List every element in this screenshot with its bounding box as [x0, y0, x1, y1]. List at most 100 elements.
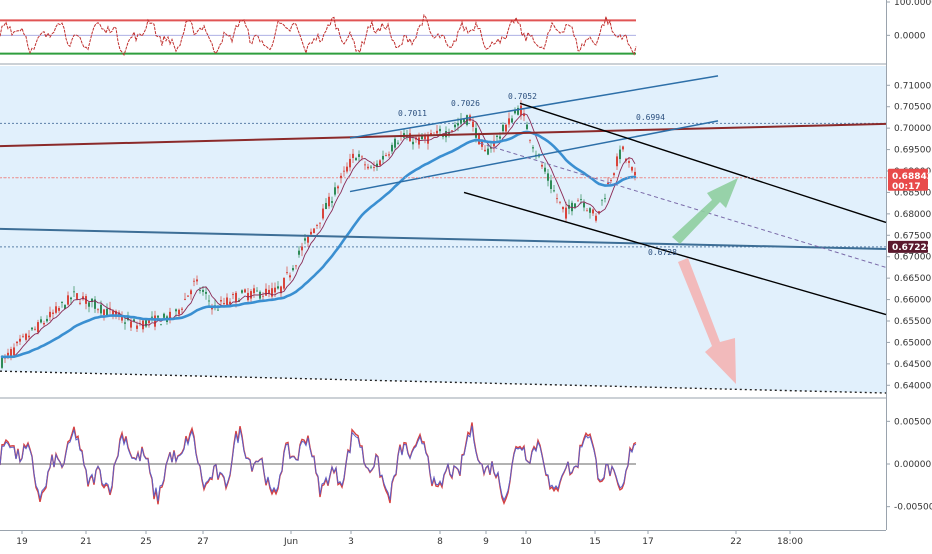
candle-body [67, 295, 69, 305]
candle-body [298, 250, 300, 255]
candle-body [148, 320, 150, 324]
bearish-arrow [678, 258, 736, 384]
candle-body [232, 294, 234, 296]
candle-body [514, 110, 516, 114]
candle-body [187, 295, 189, 297]
candle-body [256, 290, 258, 292]
price-annotation: 0.7011 [398, 109, 427, 118]
y-tick-label: 0.66000 [894, 296, 931, 306]
candle-body [559, 201, 561, 203]
candle-body [487, 148, 489, 155]
candle-body [196, 279, 198, 282]
candle-body [208, 300, 210, 302]
candle-body [70, 297, 72, 300]
candle-body [289, 275, 291, 278]
candle-body [313, 228, 315, 233]
candle-body [544, 167, 546, 172]
candle-body [181, 308, 183, 310]
candle-body [142, 320, 144, 330]
candle-body [271, 288, 273, 297]
x-tick-label: 8 [437, 537, 443, 547]
candle-body [448, 132, 450, 136]
candle-body [442, 136, 444, 138]
candle-body [358, 154, 360, 157]
current-price-label: 0.68842 [892, 172, 932, 182]
candle-body [586, 210, 588, 212]
support-trendline [0, 227, 887, 250]
candle-body [517, 107, 519, 115]
candle-body [160, 324, 162, 326]
y-tick-label: 0.64500 [894, 360, 931, 370]
candle-body [523, 113, 525, 117]
range-band [0, 66, 886, 393]
y-tick-label: 0.65000 [894, 338, 931, 348]
candle-body [157, 315, 159, 318]
candle-body [76, 293, 78, 299]
lower-wedge-line [349, 120, 719, 193]
candle-body [7, 352, 9, 356]
candle-body [241, 290, 243, 293]
y-tick-label: 0.68000 [894, 210, 931, 220]
candle-body [25, 333, 27, 340]
candle-body [235, 292, 237, 302]
candle-body [244, 289, 246, 293]
resistance-trendline [0, 122, 887, 148]
support-price-badge [888, 240, 928, 253]
candle-body [94, 299, 96, 309]
candle-body [304, 238, 306, 241]
candle-body [10, 349, 12, 356]
y-tick-label: 0.67500 [894, 231, 931, 241]
candle-body [61, 301, 63, 303]
candle-body [28, 335, 30, 338]
x-tick-label: 21 [80, 537, 91, 547]
projection-line [479, 142, 887, 268]
candle-body [253, 288, 255, 294]
candle-body [355, 158, 357, 161]
candle-body [370, 166, 372, 168]
candle-body [520, 105, 522, 116]
candle-body [277, 286, 279, 289]
candle-body [382, 155, 384, 160]
x-tick-label: 10 [520, 537, 532, 547]
candle-body [43, 322, 45, 325]
y-tick-label: 0.00500 [894, 417, 931, 427]
candle-body [31, 327, 33, 330]
bullish-arrow [672, 178, 738, 244]
candle-body [604, 198, 606, 199]
candle-body [13, 347, 15, 356]
candle-body [499, 136, 501, 139]
candle-body [550, 180, 552, 190]
bottom-osc-line-2 [0, 425, 637, 502]
candle-body [505, 124, 507, 132]
x-tick-label: 25 [140, 537, 151, 547]
x-tick-label: 17 [642, 537, 653, 547]
candle-body [622, 146, 624, 150]
candle-body [100, 304, 102, 314]
candle-body [376, 163, 378, 168]
candle-body [424, 136, 426, 140]
y-tick-label: 0.68500 [894, 188, 931, 198]
candle-body [151, 316, 153, 318]
candle-body [496, 135, 498, 138]
candle-body [250, 291, 252, 299]
candle-body [574, 203, 576, 208]
candle-body [328, 196, 330, 207]
candle-body [439, 128, 441, 132]
candle-body [178, 309, 180, 315]
candle-body [91, 298, 93, 302]
candle-body [40, 319, 42, 323]
candle-body [475, 128, 477, 138]
candle-body [334, 187, 336, 195]
candle-body [274, 287, 276, 293]
candle-body [541, 164, 543, 167]
candle-body [553, 190, 555, 192]
candle-body [502, 124, 504, 132]
candle-body [379, 160, 381, 166]
candle-body [349, 158, 351, 168]
candle-body [601, 199, 603, 201]
candle-body [37, 322, 39, 333]
channel-upper-line [519, 102, 887, 224]
candle-body [367, 166, 369, 169]
